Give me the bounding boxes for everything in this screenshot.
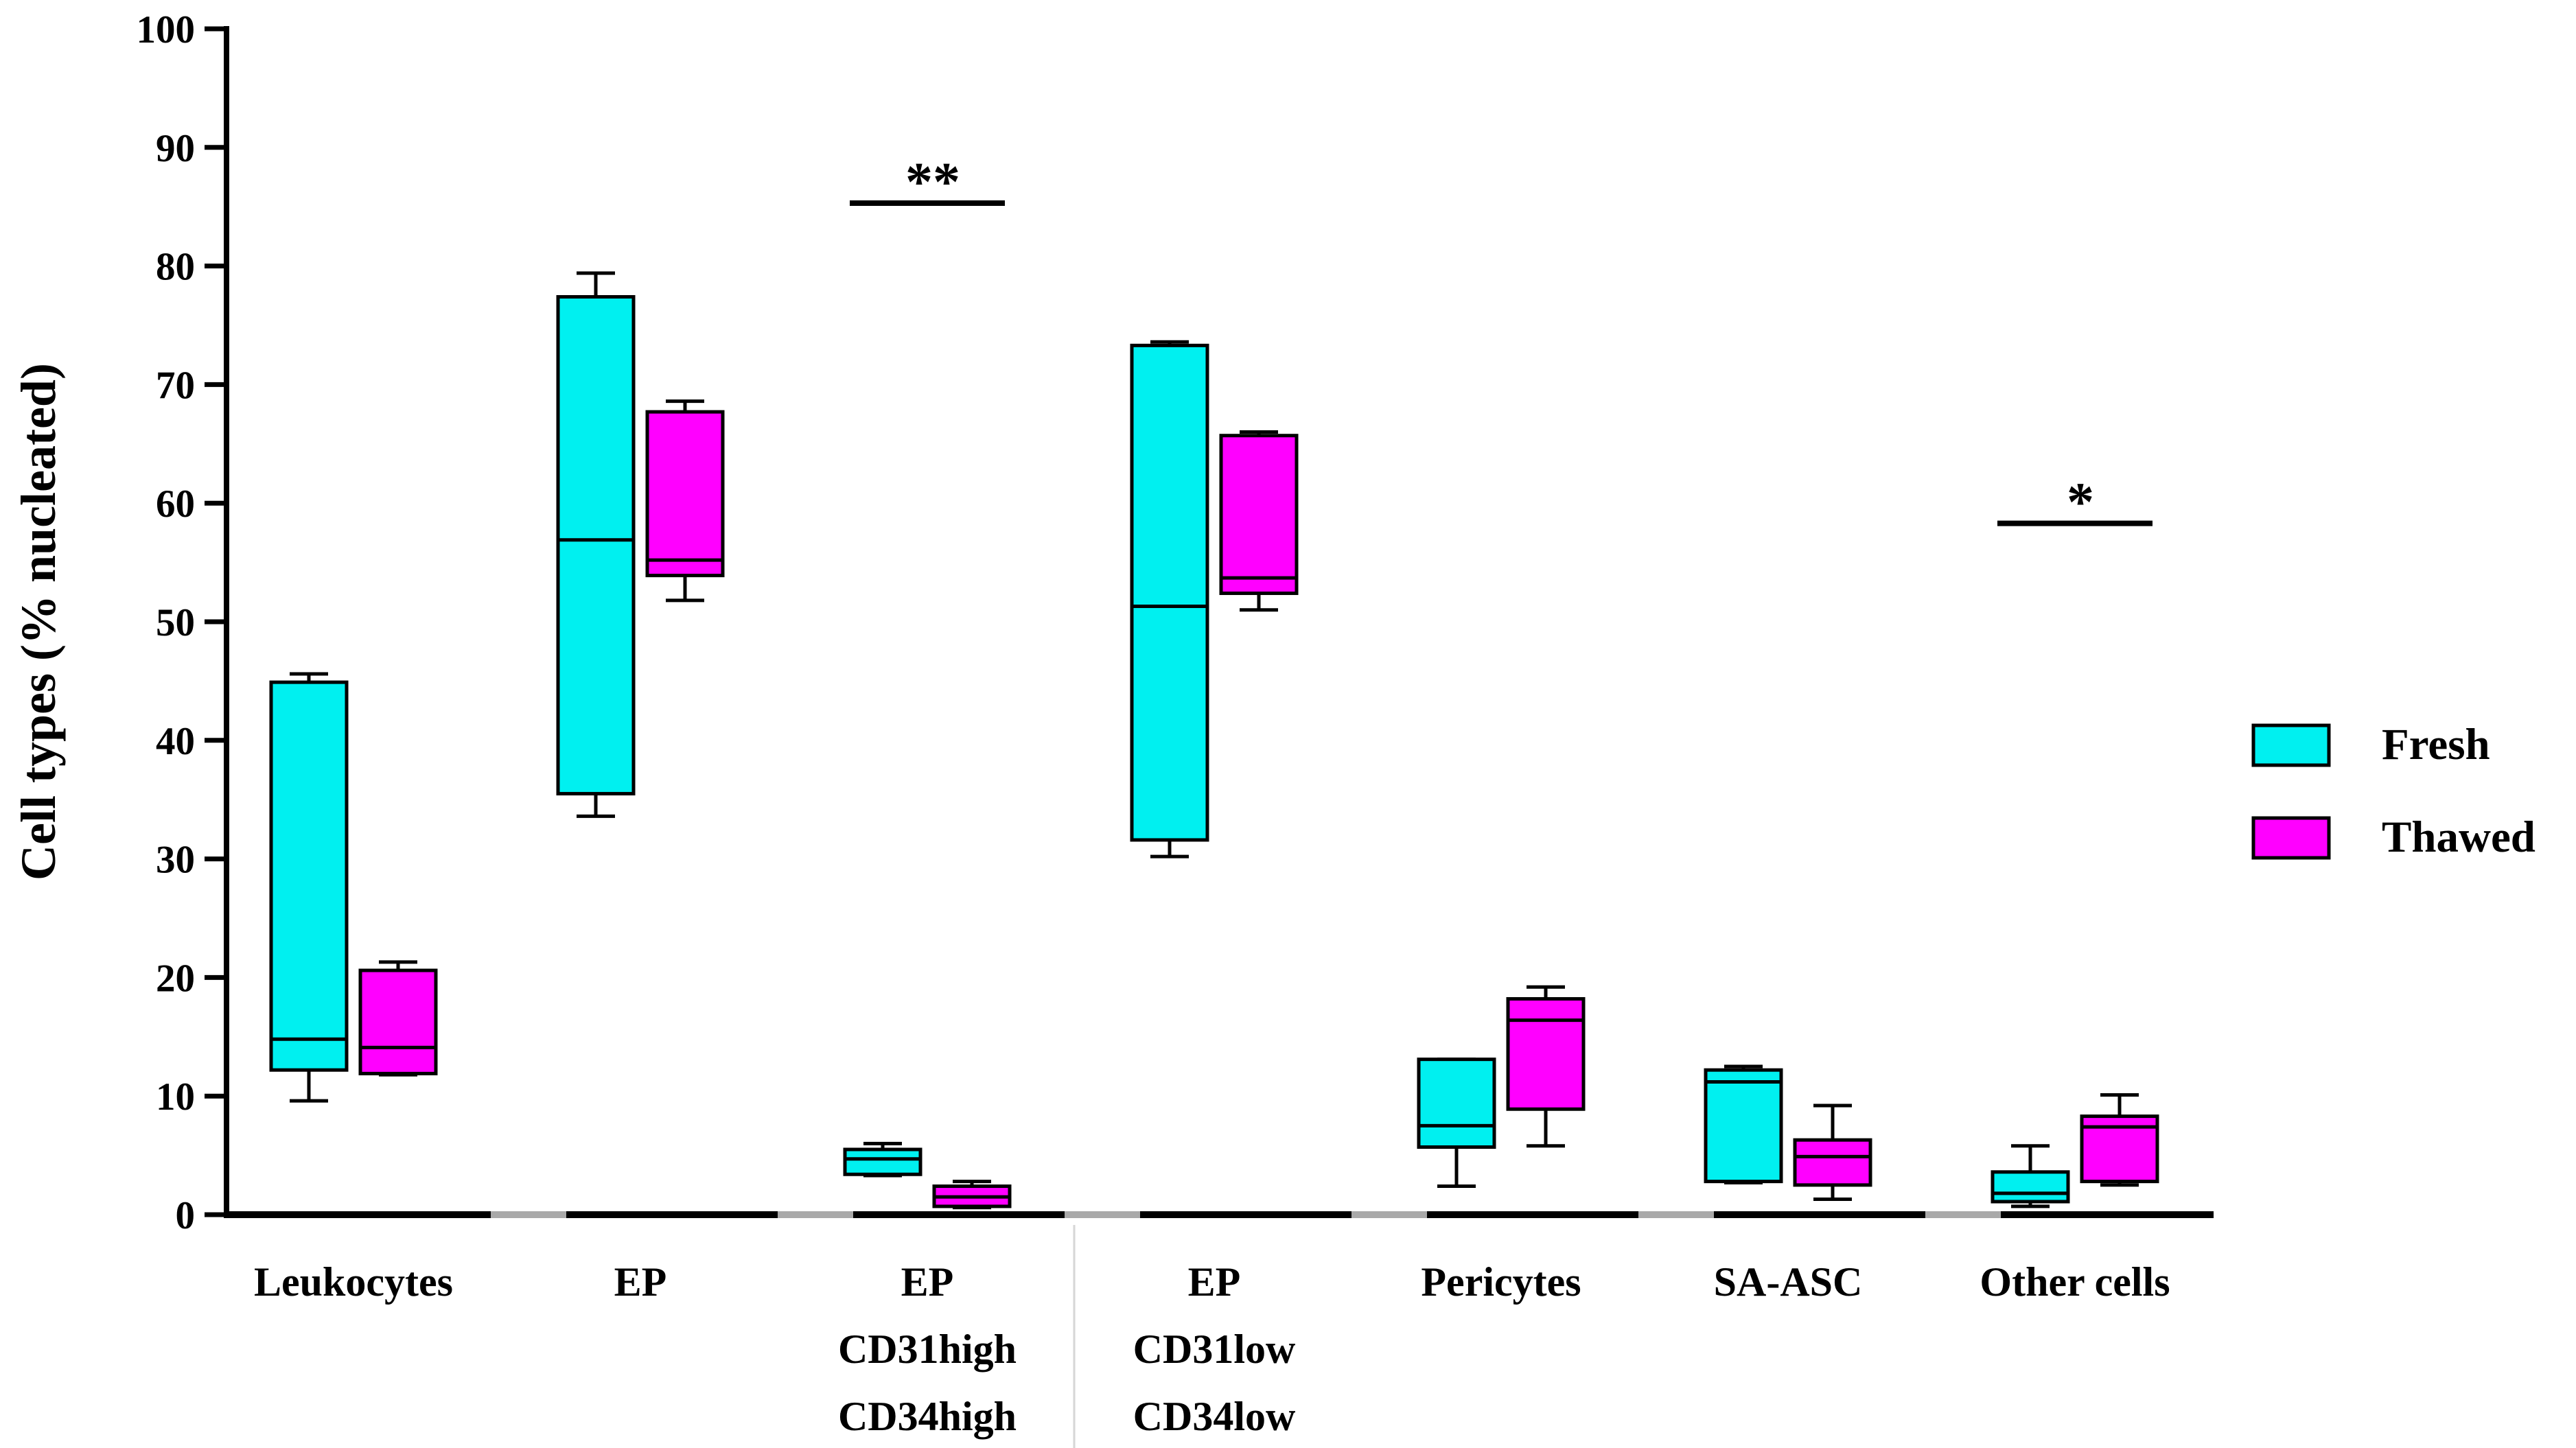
x-category-label: Other cells [1980, 1259, 2170, 1305]
group-separator [778, 1211, 853, 1218]
y-tick-label: 30 [156, 839, 195, 882]
x-category-label: CD34low [1133, 1394, 1296, 1439]
legend-label: Thawed [2382, 813, 2536, 862]
group-separator [1925, 1211, 2001, 1218]
y-tick-label: 0 [176, 1194, 196, 1237]
x-category-label: CD31low [1133, 1327, 1296, 1372]
x-category-label: EP [614, 1259, 667, 1305]
legend-swatch [2251, 723, 2331, 767]
box-iqr [1793, 1138, 1872, 1187]
box-iqr [1219, 434, 1299, 596]
legend: Fresh Thawed [2251, 720, 2536, 862]
y-axis-title: Cell types (% nucleated) [11, 363, 66, 880]
box-iqr [645, 410, 725, 578]
group-separator [491, 1211, 566, 1218]
y-tick-label: 10 [156, 1075, 195, 1119]
group-separator [1351, 1211, 1427, 1218]
x-category-label: Pericytes [1421, 1259, 1581, 1305]
box-thawed [645, 399, 725, 603]
box-fresh [1417, 1058, 1496, 1189]
y-tick-label: 80 [156, 246, 195, 289]
x-category-label: Leukocytes [254, 1259, 453, 1305]
group-separator [1638, 1211, 1714, 1218]
box-fresh [556, 271, 636, 818]
significance-label: * [2067, 473, 2094, 533]
x-category-label: EP [1188, 1259, 1241, 1305]
box-iqr [1417, 1058, 1496, 1149]
box-thawed [932, 1180, 1012, 1210]
x-category-label: SA-ASC [1714, 1259, 1863, 1305]
box-fresh [269, 672, 349, 1103]
y-tick-label: 70 [156, 364, 195, 407]
significance-label: ** [905, 152, 960, 213]
legend-item-fresh: Fresh [2251, 720, 2490, 769]
box-iqr [1704, 1068, 1783, 1184]
box-iqr [843, 1147, 923, 1176]
box-fresh [1991, 1144, 2070, 1208]
x-category-label: CD31high [838, 1327, 1017, 1372]
y-tick-label: 60 [156, 482, 195, 526]
x-category-label: EP [901, 1259, 954, 1305]
y-tick-label: 90 [156, 127, 195, 170]
legend-item-thawed: Thawed [2251, 813, 2536, 862]
group-separator [1065, 1211, 1140, 1218]
box-thawed [1506, 985, 1586, 1148]
box-iqr [358, 968, 438, 1075]
significance-annotations: *** [850, 152, 2153, 533]
box-thawed [1219, 430, 1299, 612]
box-iqr [556, 295, 636, 796]
box-iqr [1506, 997, 1586, 1111]
box-fresh [843, 1141, 923, 1178]
box-iqr [1130, 343, 1209, 842]
y-tick-label: 40 [156, 720, 195, 763]
box-fresh [1130, 340, 1209, 859]
plot-area [269, 271, 2159, 1210]
legend-swatch [2251, 816, 2331, 860]
box-fresh [1704, 1064, 1783, 1184]
box-iqr [1991, 1170, 2070, 1204]
box-iqr [269, 680, 349, 1072]
legend-label: Fresh [2382, 720, 2490, 769]
axes: 0 10 20 30 40 50 60 70 80 90 100 Cell types (% nucl… [11, 8, 2214, 1448]
y-tick-label: 20 [156, 957, 195, 1000]
box-thawed [1793, 1103, 1872, 1202]
y-tick-label: 100 [137, 8, 196, 51]
y-tick-label: 50 [156, 601, 195, 644]
box-thawed [358, 960, 438, 1077]
x-category-label: CD34high [838, 1394, 1017, 1439]
box-thawed [2080, 1093, 2159, 1187]
